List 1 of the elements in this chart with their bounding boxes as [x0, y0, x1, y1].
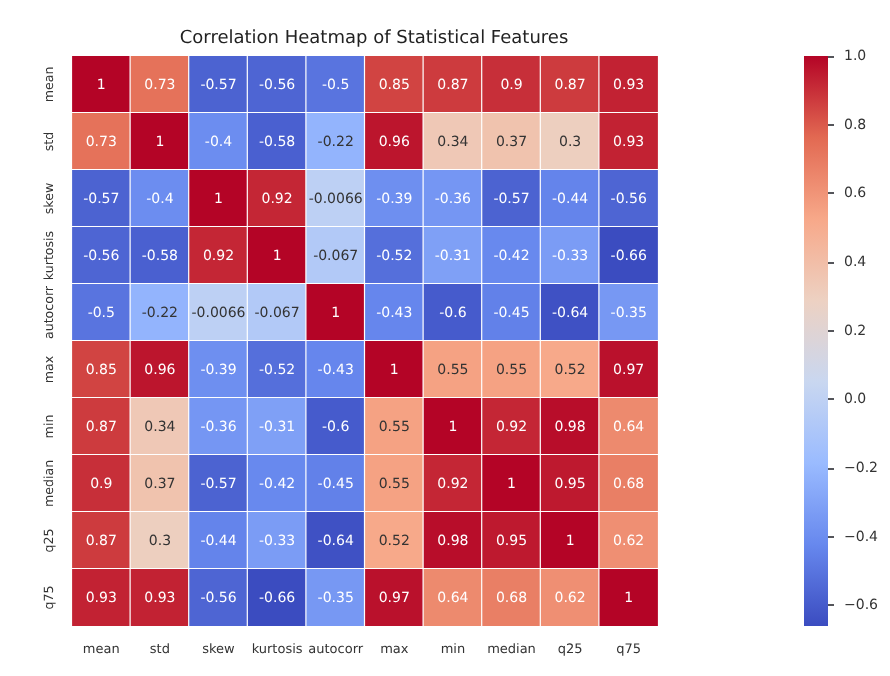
- chart-title: Correlation Heatmap of Statistical Features: [179, 29, 569, 49]
